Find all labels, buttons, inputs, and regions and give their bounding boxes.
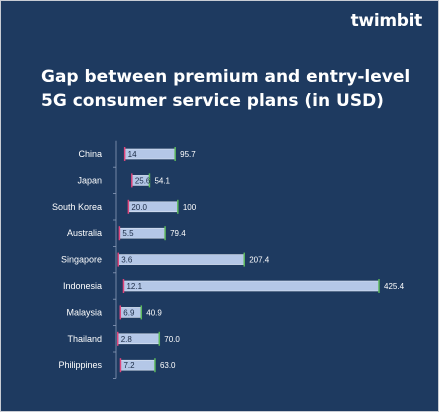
entry-level-value-label: 25.6 (135, 176, 151, 185)
category-label: Singapore (61, 255, 102, 265)
entry-level-value-label: 14 (128, 150, 137, 159)
premium-value-label: 79.4 (170, 229, 186, 238)
premium-value-label: 63.0 (160, 361, 176, 370)
premium-value-label: 100 (183, 203, 197, 212)
entry-level-value-label: 7.2 (123, 361, 135, 370)
category-label: South Korea (52, 202, 102, 212)
entry-level-value-label: 3.6 (121, 256, 133, 265)
category-label: Thailand (67, 334, 102, 344)
category-label: Malaysia (66, 307, 102, 317)
premium-value-label: 207.4 (249, 256, 270, 265)
premium-value-label: 40.9 (146, 308, 162, 317)
range-bar (123, 280, 380, 292)
range-bar (117, 254, 245, 265)
brand-logo: twimbit (350, 11, 423, 31)
chart-title: Gap between premium and entry-level 5G c… (41, 67, 411, 111)
category-label: Indonesia (63, 281, 102, 291)
category-label: Philippines (58, 360, 102, 370)
entry-level-value-label: 12.1 (126, 282, 142, 291)
category-label: China (78, 149, 102, 159)
premium-value-label: 70.0 (164, 335, 180, 344)
premium-value-label: 95.7 (180, 150, 196, 159)
category-label: Australia (67, 228, 102, 238)
entry-level-value-label: 20.0 (131, 203, 147, 212)
premium-value-label: 425.4 (384, 282, 405, 291)
entry-level-value-label: 5.5 (122, 229, 134, 238)
entry-level-value-label: 2.8 (121, 335, 133, 344)
entry-level-value-label: 6.9 (123, 308, 135, 317)
category-label: Japan (77, 175, 102, 185)
premium-value-label: 54.1 (154, 176, 170, 185)
